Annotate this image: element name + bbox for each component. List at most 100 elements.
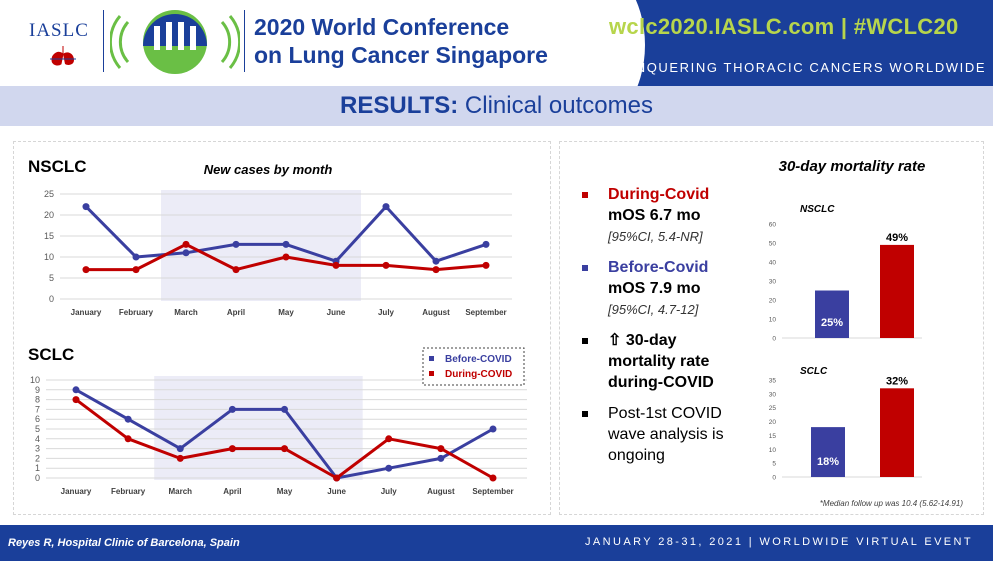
conference-title-line1: 2020 World Conference — [254, 14, 510, 40]
x-tick-label: July — [381, 487, 398, 496]
y-tick-label: 20 — [44, 210, 54, 220]
x-tick-label: April — [223, 487, 241, 496]
y-tick-label: 4 — [35, 434, 40, 444]
right-panel — [559, 141, 984, 515]
y-tick-label: 35 — [769, 378, 777, 385]
y-tick-label: 1 — [35, 463, 40, 473]
footnote: *Median follow up was 10.4 (5.62-14.91) — [820, 499, 964, 508]
bar-chart-title: NSCLC — [800, 204, 835, 215]
data-point — [82, 266, 90, 274]
bullet-ongoing: Post-1st COVID wave analysis is ongoing — [578, 403, 748, 466]
x-tick-label: January — [61, 487, 92, 496]
x-tick-label: September — [472, 487, 513, 496]
bar-during — [880, 244, 914, 338]
bullet-mortality: ⇧ 30-day mortality rate during-COVID — [578, 330, 748, 393]
tagline: CONQUERING THORACIC CANCERS WORLDWIDE — [613, 60, 987, 75]
data-point — [228, 405, 236, 413]
y-tick-label: 0 — [772, 475, 776, 482]
header-divider — [244, 10, 245, 72]
data-point — [176, 454, 184, 462]
y-tick-label: 50 — [769, 241, 777, 248]
legend-marker-during — [429, 371, 434, 376]
data-point — [432, 257, 440, 265]
y-tick-label: 30 — [769, 279, 777, 286]
data-point — [124, 415, 132, 423]
bar-data-label: 18% — [817, 456, 839, 468]
y-tick-label: 20 — [769, 298, 777, 305]
mortality-title: 30-day mortality rate — [779, 158, 926, 175]
y-tick-label: 15 — [769, 433, 777, 440]
bullet-before-covid: Before-Covid mOS 7.9 mo [95%CI, 4.7-12] — [578, 257, 748, 320]
bar-data-label: 25% — [821, 317, 843, 329]
y-tick-label: 7 — [35, 404, 40, 414]
y-tick-label: 30 — [769, 391, 777, 398]
x-tick-label: March — [168, 487, 192, 496]
data-point — [482, 240, 490, 248]
y-tick-label: 10 — [30, 375, 40, 385]
bullet-head: During-Covid — [608, 186, 710, 203]
covid-period-shade — [154, 376, 363, 480]
outcome-bullets: During-Covid mOS 6.7 mo [95%CI, 5.4-NR] … — [578, 184, 748, 476]
footer: Reyes R, Hospital Clinic of Barcelona, S… — [0, 525, 993, 561]
data-point — [489, 474, 497, 482]
bar-before — [811, 427, 845, 477]
data-point — [232, 240, 240, 248]
y-tick-label: 6 — [35, 414, 40, 424]
footer-credit: Reyes R, Hospital Clinic of Barcelona, S… — [8, 537, 240, 549]
data-point — [482, 261, 490, 269]
data-point — [228, 445, 236, 453]
legend-label-before: Before-COVID — [445, 354, 512, 365]
slide-title-bold: RESULTS: — [340, 92, 459, 119]
y-tick-label: 5 — [772, 461, 776, 468]
bar-before — [815, 290, 849, 338]
data-point — [437, 454, 445, 462]
data-point — [232, 266, 240, 274]
bar-chart-title: SCLC — [800, 366, 828, 377]
data-point — [382, 261, 390, 269]
data-point — [72, 396, 80, 404]
x-tick-label: February — [119, 308, 154, 317]
y-tick-label: 20 — [769, 419, 777, 426]
bullet-ci: [95%CI, 4.7-12] — [608, 302, 699, 317]
x-tick-label: September — [465, 308, 506, 317]
iaslc-logo-text: IASLC — [29, 20, 89, 41]
panel-label-sclc: SCLC — [28, 345, 74, 364]
data-point — [132, 253, 140, 261]
data-point — [432, 266, 440, 274]
y-tick-label: 15 — [44, 231, 54, 241]
bar-during — [880, 388, 914, 477]
x-tick-label: June — [327, 308, 346, 317]
data-point — [489, 425, 497, 433]
y-tick-label: 3 — [35, 444, 40, 454]
data-point — [281, 405, 288, 413]
footer-event: JANUARY 28-31, 2021 | WORLDWIDE VIRTUAL … — [585, 536, 973, 548]
bullet-head: ⇧ 30-day mortality rate during-COVID — [608, 332, 714, 391]
y-tick-label: 9 — [35, 385, 40, 395]
y-tick-label: 5 — [35, 424, 40, 434]
legend-label-during: During-COVID — [445, 369, 512, 380]
data-point — [82, 203, 90, 211]
bullet-mos: mOS 7.9 mo — [608, 280, 701, 297]
y-tick-label: 8 — [35, 395, 40, 405]
cases-by-month-charts: NSCLC New cases by month0510152025January… — [28, 157, 527, 496]
x-tick-label: May — [278, 308, 294, 317]
x-tick-label: August — [422, 308, 450, 317]
header-divider — [103, 10, 104, 72]
x-tick-label: August — [427, 487, 455, 496]
bar-data-label: 32% — [886, 375, 908, 387]
lungs-logo-icon — [50, 46, 76, 66]
y-tick-label: 0 — [35, 473, 40, 483]
x-tick-label: January — [71, 308, 102, 317]
header-banner — [585, 0, 993, 86]
x-tick-label: June — [327, 487, 346, 496]
data-point — [281, 445, 288, 453]
x-tick-label: July — [378, 308, 395, 317]
data-point — [124, 435, 132, 443]
data-point — [333, 474, 341, 482]
slide-title-rest: Clinical outcomes — [458, 92, 653, 119]
bullet-head: Post-1st COVID wave analysis is ongoing — [608, 405, 724, 464]
left-panel — [13, 141, 551, 515]
data-point — [72, 386, 80, 394]
data-point — [282, 253, 290, 261]
x-tick-label: May — [277, 487, 293, 496]
